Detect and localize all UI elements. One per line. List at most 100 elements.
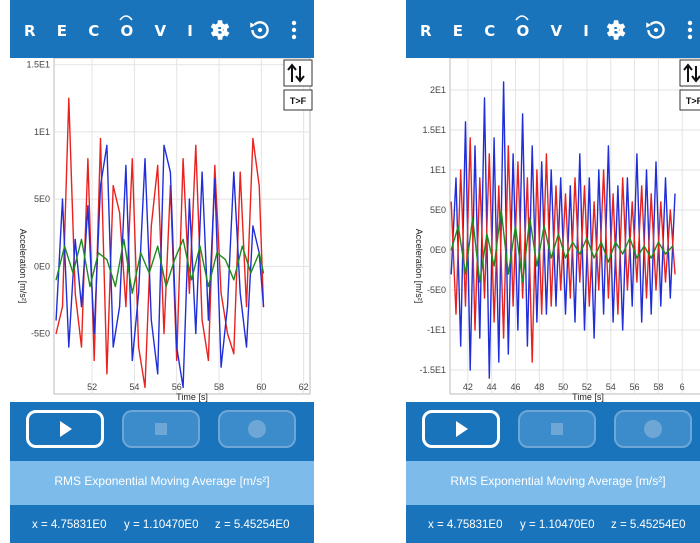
data-point	[612, 321, 614, 323]
data-point	[557, 233, 559, 235]
data-point	[123, 238, 125, 241]
stop-button[interactable]	[122, 410, 200, 448]
data-point	[55, 319, 57, 321]
data-point	[643, 245, 645, 247]
data-point	[541, 161, 543, 163]
record-button[interactable]	[614, 410, 692, 448]
time-to-frequency-button[interactable]: T>F	[679, 89, 700, 111]
play-button[interactable]	[26, 410, 104, 448]
data-point	[569, 185, 571, 187]
data-point	[464, 305, 467, 307]
data-point	[188, 198, 191, 200]
data-point	[214, 178, 216, 180]
data-point	[199, 245, 201, 247]
data-point	[455, 177, 457, 179]
x-tick-label: 56	[630, 382, 640, 392]
y-tick-label: 1.5E1	[26, 60, 50, 70]
data-point	[483, 97, 486, 99]
data-point	[80, 346, 83, 348]
data-point	[522, 281, 524, 283]
y-tick-label: 0E0	[430, 245, 446, 255]
data-point	[68, 346, 70, 348]
stop-button[interactable]	[518, 410, 596, 448]
chart-canvas: 42 44 46 48 50 52 54 56 58 6 2E1 1.5E1 1E1 5E0 0E0 -5E0…	[414, 58, 700, 402]
mode-bar[interactable]: RMS Exponential Moving Average [m/s²]	[10, 461, 314, 505]
series-line	[450, 209, 674, 283]
x-tick-label: 50	[558, 382, 568, 392]
y-tick-label: -1.5E1	[419, 365, 446, 375]
data-point	[612, 193, 614, 195]
data-point	[607, 297, 609, 299]
data-point	[106, 259, 108, 261]
data-point	[486, 233, 488, 235]
data-point	[564, 193, 567, 195]
data-point	[201, 171, 203, 173]
gear-icon[interactable]	[206, 17, 232, 43]
mode-button-label: T>F	[686, 96, 700, 106]
swap-axes-button-frame	[283, 59, 313, 87]
data-point	[169, 171, 171, 173]
data-point	[474, 145, 476, 147]
data-point	[239, 171, 241, 173]
data-point	[588, 177, 590, 179]
data-point	[512, 305, 514, 307]
stop-icon	[551, 423, 563, 435]
status-z-value: z = 5.45254E0	[611, 519, 686, 531]
time-to-frequency-button[interactable]: T>F	[283, 89, 313, 111]
mode-bar[interactable]: RMS Exponential Moving Average [m/s²]	[406, 461, 700, 505]
data-point	[660, 305, 662, 307]
gear-icon[interactable]	[602, 17, 628, 43]
history-reset-icon[interactable]	[247, 17, 273, 43]
data-point	[252, 225, 254, 227]
data-point	[61, 198, 64, 200]
x-tick-label: 48	[534, 382, 544, 392]
data-point	[493, 265, 495, 267]
data-point	[190, 279, 193, 281]
app-bar: R E C O V I B	[406, 0, 700, 58]
y-tick-label: 1E1	[430, 165, 446, 175]
data-point	[226, 306, 229, 308]
data-point	[479, 177, 481, 179]
data-point	[258, 185, 260, 187]
data-point	[631, 305, 633, 307]
y-tick-label: 5E0	[34, 194, 50, 204]
data-point	[603, 313, 605, 315]
data-point	[176, 359, 178, 361]
data-point	[631, 201, 633, 203]
data-point	[157, 164, 159, 167]
data-point	[460, 345, 462, 347]
record-button[interactable]	[218, 410, 296, 448]
app-bar: R E C O V I B	[10, 0, 314, 58]
data-point	[531, 145, 533, 147]
x-tick-label: 42	[463, 382, 473, 392]
acceleration-chart[interactable]: 52 54 56 58 60 62 1.5E1 1E1 5E0 0E0 -5E0 Time [s] Ac…	[10, 58, 314, 402]
data-point	[536, 169, 538, 171]
data-point	[545, 313, 548, 315]
data-point	[469, 137, 471, 139]
data-point	[583, 185, 586, 187]
acceleration-chart[interactable]: 42 44 46 48 50 52 54 56 58 6 2E1 1.5E1 1E1 5E0 0E0 -5E0…	[406, 58, 700, 402]
play-button[interactable]	[422, 410, 500, 448]
more-vert-icon[interactable]	[682, 17, 698, 43]
data-point	[455, 313, 457, 315]
data-point	[138, 346, 140, 348]
data-point	[61, 306, 64, 308]
status-y-value: y = 1.10470E0	[520, 519, 595, 531]
history-reset-icon[interactable]	[643, 17, 669, 43]
data-point	[131, 158, 133, 160]
data-point	[650, 313, 652, 315]
x-tick-label: 6	[680, 382, 685, 392]
data-point	[517, 329, 519, 331]
data-point	[522, 113, 524, 115]
swap-axes-button[interactable]	[679, 59, 700, 87]
data-point	[545, 153, 548, 155]
data-point	[598, 169, 600, 171]
data-point	[583, 329, 586, 331]
swap-axes-button[interactable]	[283, 59, 313, 87]
data-point	[74, 292, 76, 294]
data-point	[526, 177, 528, 179]
more-vert-icon[interactable]	[286, 17, 302, 43]
data-point	[250, 272, 252, 274]
data-point	[655, 161, 657, 163]
data-point	[498, 361, 500, 363]
